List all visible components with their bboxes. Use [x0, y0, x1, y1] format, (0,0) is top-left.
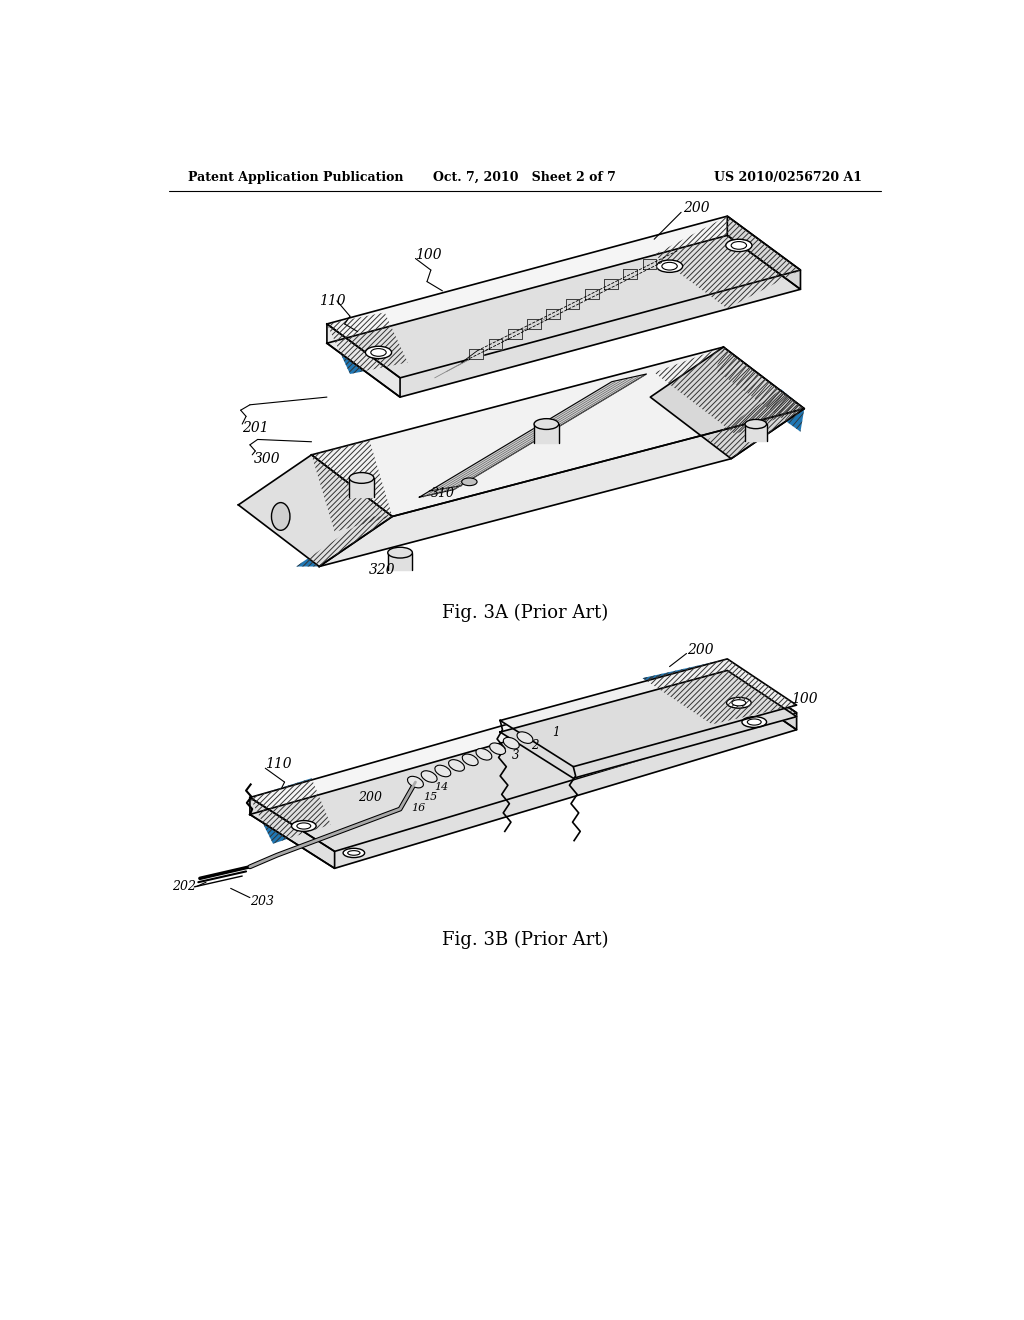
Polygon shape: [604, 280, 617, 289]
Polygon shape: [419, 374, 646, 498]
Ellipse shape: [745, 420, 767, 429]
Ellipse shape: [371, 348, 386, 356]
Text: 110: 110: [319, 294, 346, 308]
Ellipse shape: [271, 503, 290, 531]
Text: 14: 14: [435, 783, 449, 792]
Polygon shape: [388, 553, 413, 570]
Text: 3: 3: [512, 748, 519, 762]
Text: 203: 203: [250, 895, 273, 908]
Ellipse shape: [727, 697, 752, 708]
Ellipse shape: [662, 263, 677, 271]
Text: 200: 200: [357, 791, 382, 804]
Polygon shape: [250, 779, 331, 843]
Polygon shape: [643, 659, 797, 725]
Text: 300: 300: [254, 451, 281, 466]
Text: 110: 110: [265, 758, 292, 771]
Ellipse shape: [435, 766, 451, 776]
Polygon shape: [311, 347, 804, 516]
Polygon shape: [547, 309, 560, 318]
Polygon shape: [327, 323, 400, 397]
Ellipse shape: [726, 239, 752, 252]
Text: Patent Application Publication: Patent Application Publication: [188, 172, 403, 185]
Polygon shape: [643, 663, 797, 729]
Ellipse shape: [476, 748, 492, 760]
Ellipse shape: [292, 821, 316, 832]
Text: Fig. 3B (Prior Art): Fig. 3B (Prior Art): [441, 931, 608, 949]
Text: 202: 202: [172, 879, 196, 892]
Text: 2: 2: [531, 739, 539, 751]
Text: 200: 200: [683, 202, 710, 215]
Ellipse shape: [388, 548, 413, 558]
Polygon shape: [319, 409, 804, 566]
Ellipse shape: [349, 473, 374, 483]
Polygon shape: [500, 659, 797, 767]
Polygon shape: [727, 216, 801, 289]
Polygon shape: [250, 797, 335, 869]
Polygon shape: [327, 235, 801, 397]
Ellipse shape: [297, 822, 310, 829]
Ellipse shape: [348, 850, 360, 855]
Polygon shape: [724, 663, 797, 730]
Polygon shape: [250, 680, 797, 869]
Text: 200: 200: [687, 643, 714, 656]
Ellipse shape: [366, 346, 391, 359]
Ellipse shape: [656, 260, 683, 272]
Polygon shape: [488, 339, 503, 348]
Polygon shape: [327, 313, 408, 374]
Polygon shape: [643, 259, 656, 268]
Polygon shape: [654, 347, 804, 434]
Ellipse shape: [462, 478, 477, 486]
Text: US 2010/0256720 A1: US 2010/0256720 A1: [714, 172, 862, 185]
Ellipse shape: [489, 743, 506, 755]
Ellipse shape: [462, 754, 478, 766]
Text: 320: 320: [370, 564, 396, 577]
Ellipse shape: [535, 418, 559, 429]
Ellipse shape: [731, 242, 746, 249]
Polygon shape: [654, 216, 801, 309]
Polygon shape: [500, 671, 797, 779]
Ellipse shape: [748, 719, 761, 725]
Ellipse shape: [343, 849, 365, 858]
Ellipse shape: [742, 717, 767, 727]
Polygon shape: [716, 347, 804, 432]
Text: Oct. 7, 2010   Sheet 2 of 7: Oct. 7, 2010 Sheet 2 of 7: [433, 172, 616, 185]
Polygon shape: [745, 424, 767, 441]
Polygon shape: [508, 330, 521, 339]
Polygon shape: [469, 350, 483, 359]
Polygon shape: [624, 269, 637, 279]
Text: 310: 310: [431, 487, 455, 500]
Text: Fig. 3A (Prior Art): Fig. 3A (Prior Art): [441, 603, 608, 622]
Ellipse shape: [504, 738, 519, 748]
Ellipse shape: [421, 771, 437, 783]
Polygon shape: [535, 424, 559, 444]
Polygon shape: [650, 347, 804, 459]
Text: 15: 15: [423, 792, 437, 803]
Polygon shape: [708, 389, 804, 459]
Polygon shape: [296, 516, 392, 566]
Ellipse shape: [449, 759, 465, 771]
Polygon shape: [327, 216, 801, 378]
Polygon shape: [349, 478, 374, 498]
Text: 100: 100: [792, 692, 818, 706]
Text: 100: 100: [416, 248, 442, 261]
Polygon shape: [250, 663, 797, 851]
Ellipse shape: [408, 776, 423, 788]
Text: 16: 16: [412, 803, 426, 813]
Polygon shape: [527, 319, 541, 329]
Ellipse shape: [732, 700, 745, 706]
Polygon shape: [311, 440, 392, 532]
Ellipse shape: [517, 731, 532, 743]
Polygon shape: [585, 289, 599, 298]
Text: 1: 1: [553, 726, 560, 739]
Polygon shape: [565, 300, 580, 309]
Text: 201: 201: [243, 421, 269, 434]
Polygon shape: [239, 455, 392, 566]
